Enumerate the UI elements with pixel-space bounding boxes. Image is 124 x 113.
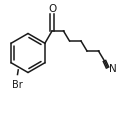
Text: O: O xyxy=(48,4,56,14)
Text: Br: Br xyxy=(12,79,23,89)
Text: N: N xyxy=(108,64,116,74)
